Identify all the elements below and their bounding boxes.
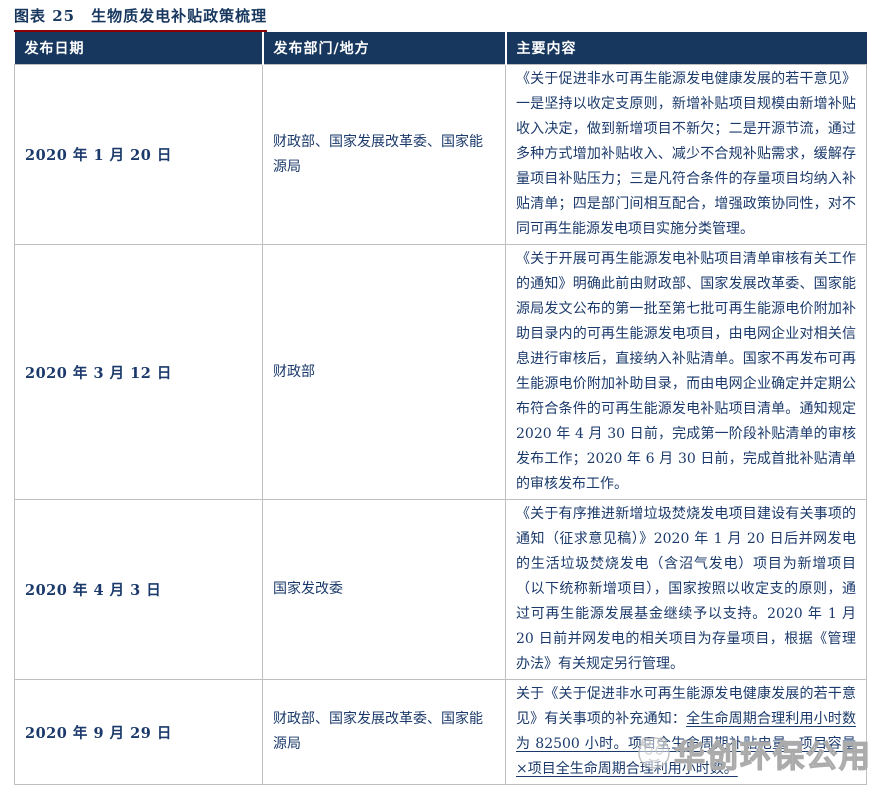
- department-cell: 财政部、国家发展改革委、国家能源局: [262, 679, 506, 785]
- content-text: 《关于开展可再生能源发电补贴项目清单审核有关工作的通知》明确此前由财政部、国家发…: [516, 251, 856, 492]
- department-cell: 财政部: [262, 244, 506, 500]
- column-header-department: 发布部门/地方: [261, 32, 506, 65]
- figure-title: 图表 25 生物质发电补贴政策梳理: [14, 5, 268, 32]
- table-header: 发布日期 发布部门/地方 主要内容: [14, 32, 867, 65]
- content-cell: 关于《关于促进非水可再生能源发电健康发展的若干意见》有关事项的补充通知：全生命周…: [505, 679, 867, 785]
- table-row: 2020 年 1 月 20 日 财政部、国家发展改革委、国家能源局 《关于促进非…: [14, 64, 867, 245]
- content-text: 关于《关于促进非水可再生能源发电健康发展的若干意见》有关事项的补充通知：: [516, 686, 856, 727]
- content-text: 《关于有序推进新增垃圾焚烧发电项目建设有关事项的通知（征求意见稿）》2020 年…: [516, 506, 856, 672]
- department-cell: 国家发改委: [262, 499, 506, 680]
- policy-table: 发布日期 发布部门/地方 主要内容 2020 年 1 月 20 日 财政部、国家…: [14, 32, 867, 785]
- date-cell: 2020 年 9 月 29 日: [14, 679, 263, 785]
- table-row: 2020 年 4 月 3 日 国家发改委 《关于有序推进新增垃圾焚烧发电项目建设…: [14, 499, 867, 680]
- date-cell: 2020 年 1 月 20 日: [14, 64, 263, 245]
- table-row: 2020 年 3 月 12 日 财政部 《关于开展可再生能源发电补贴项目清单审核…: [14, 244, 867, 500]
- date-cell: 2020 年 3 月 12 日: [14, 244, 263, 500]
- table-row: 2020 年 9 月 29 日 财政部、国家发展改革委、国家能源局 关于《关于促…: [14, 679, 867, 785]
- date-cell: 2020 年 4 月 3 日: [14, 499, 263, 680]
- column-header-date: 发布日期: [14, 32, 263, 65]
- column-header-content: 主要内容: [504, 32, 867, 65]
- content-cell: 《关于促进非水可再生能源发电健康发展的若干意见》一是坚持以收定支原则，新增补贴项…: [505, 64, 867, 245]
- content-text: 《关于促进非水可再生能源发电健康发展的若干意见》一是坚持以收定支原则，新增补贴项…: [516, 71, 856, 237]
- content-text-underlined: 全生命周期合理利用小时数为 82500 小时。项目全生命周期补贴电量=项目容量×…: [516, 711, 857, 777]
- content-cell: 《关于有序推进新增垃圾焚烧发电项目建设有关事项的通知（征求意见稿）》2020 年…: [505, 499, 867, 680]
- department-cell: 财政部、国家发展改革委、国家能源局: [262, 64, 506, 245]
- content-cell: 《关于开展可再生能源发电补贴项目清单审核有关工作的通知》明确此前由财政部、国家发…: [505, 244, 867, 500]
